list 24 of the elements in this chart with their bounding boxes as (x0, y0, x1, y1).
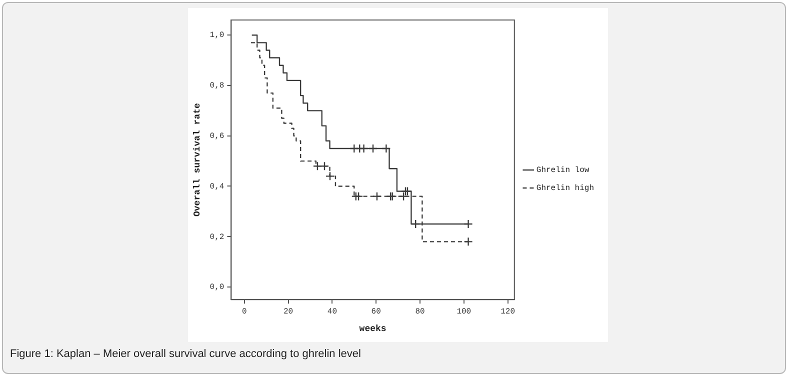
x-tick-label: 60 (371, 308, 382, 317)
point (388, 192, 397, 201)
x-tick-label: 40 (327, 308, 338, 317)
y-tick-label: 0,2 (210, 232, 224, 242)
y-tick-label: 0,4 (210, 182, 224, 192)
x-tick-label: 80 (415, 308, 425, 317)
x-axis-title: weeks (359, 324, 386, 334)
y-tick-label: 0,8 (210, 82, 224, 91)
x-tick-label: 20 (283, 308, 294, 317)
legend-label: Ghrelin high (536, 184, 594, 194)
point (320, 162, 330, 171)
point (354, 192, 364, 201)
point (386, 192, 396, 201)
x-tick-label: 120 (500, 308, 516, 317)
point (325, 172, 335, 181)
point (464, 237, 473, 246)
legend-label: Ghrelin low (536, 166, 590, 176)
y-tick-label: 0,0 (210, 283, 224, 292)
y-axis-title: Overall survival rate (192, 103, 203, 217)
caption: Figure 1: Kaplan – Meier overall survival curve according to ghrelin level (10, 348, 361, 360)
y-tick-label: 0,6 (210, 132, 224, 141)
x-tick-label: 100 (456, 308, 472, 317)
y-tick-label: 1,0 (210, 31, 224, 40)
x-tick-label: 0 (242, 308, 247, 317)
